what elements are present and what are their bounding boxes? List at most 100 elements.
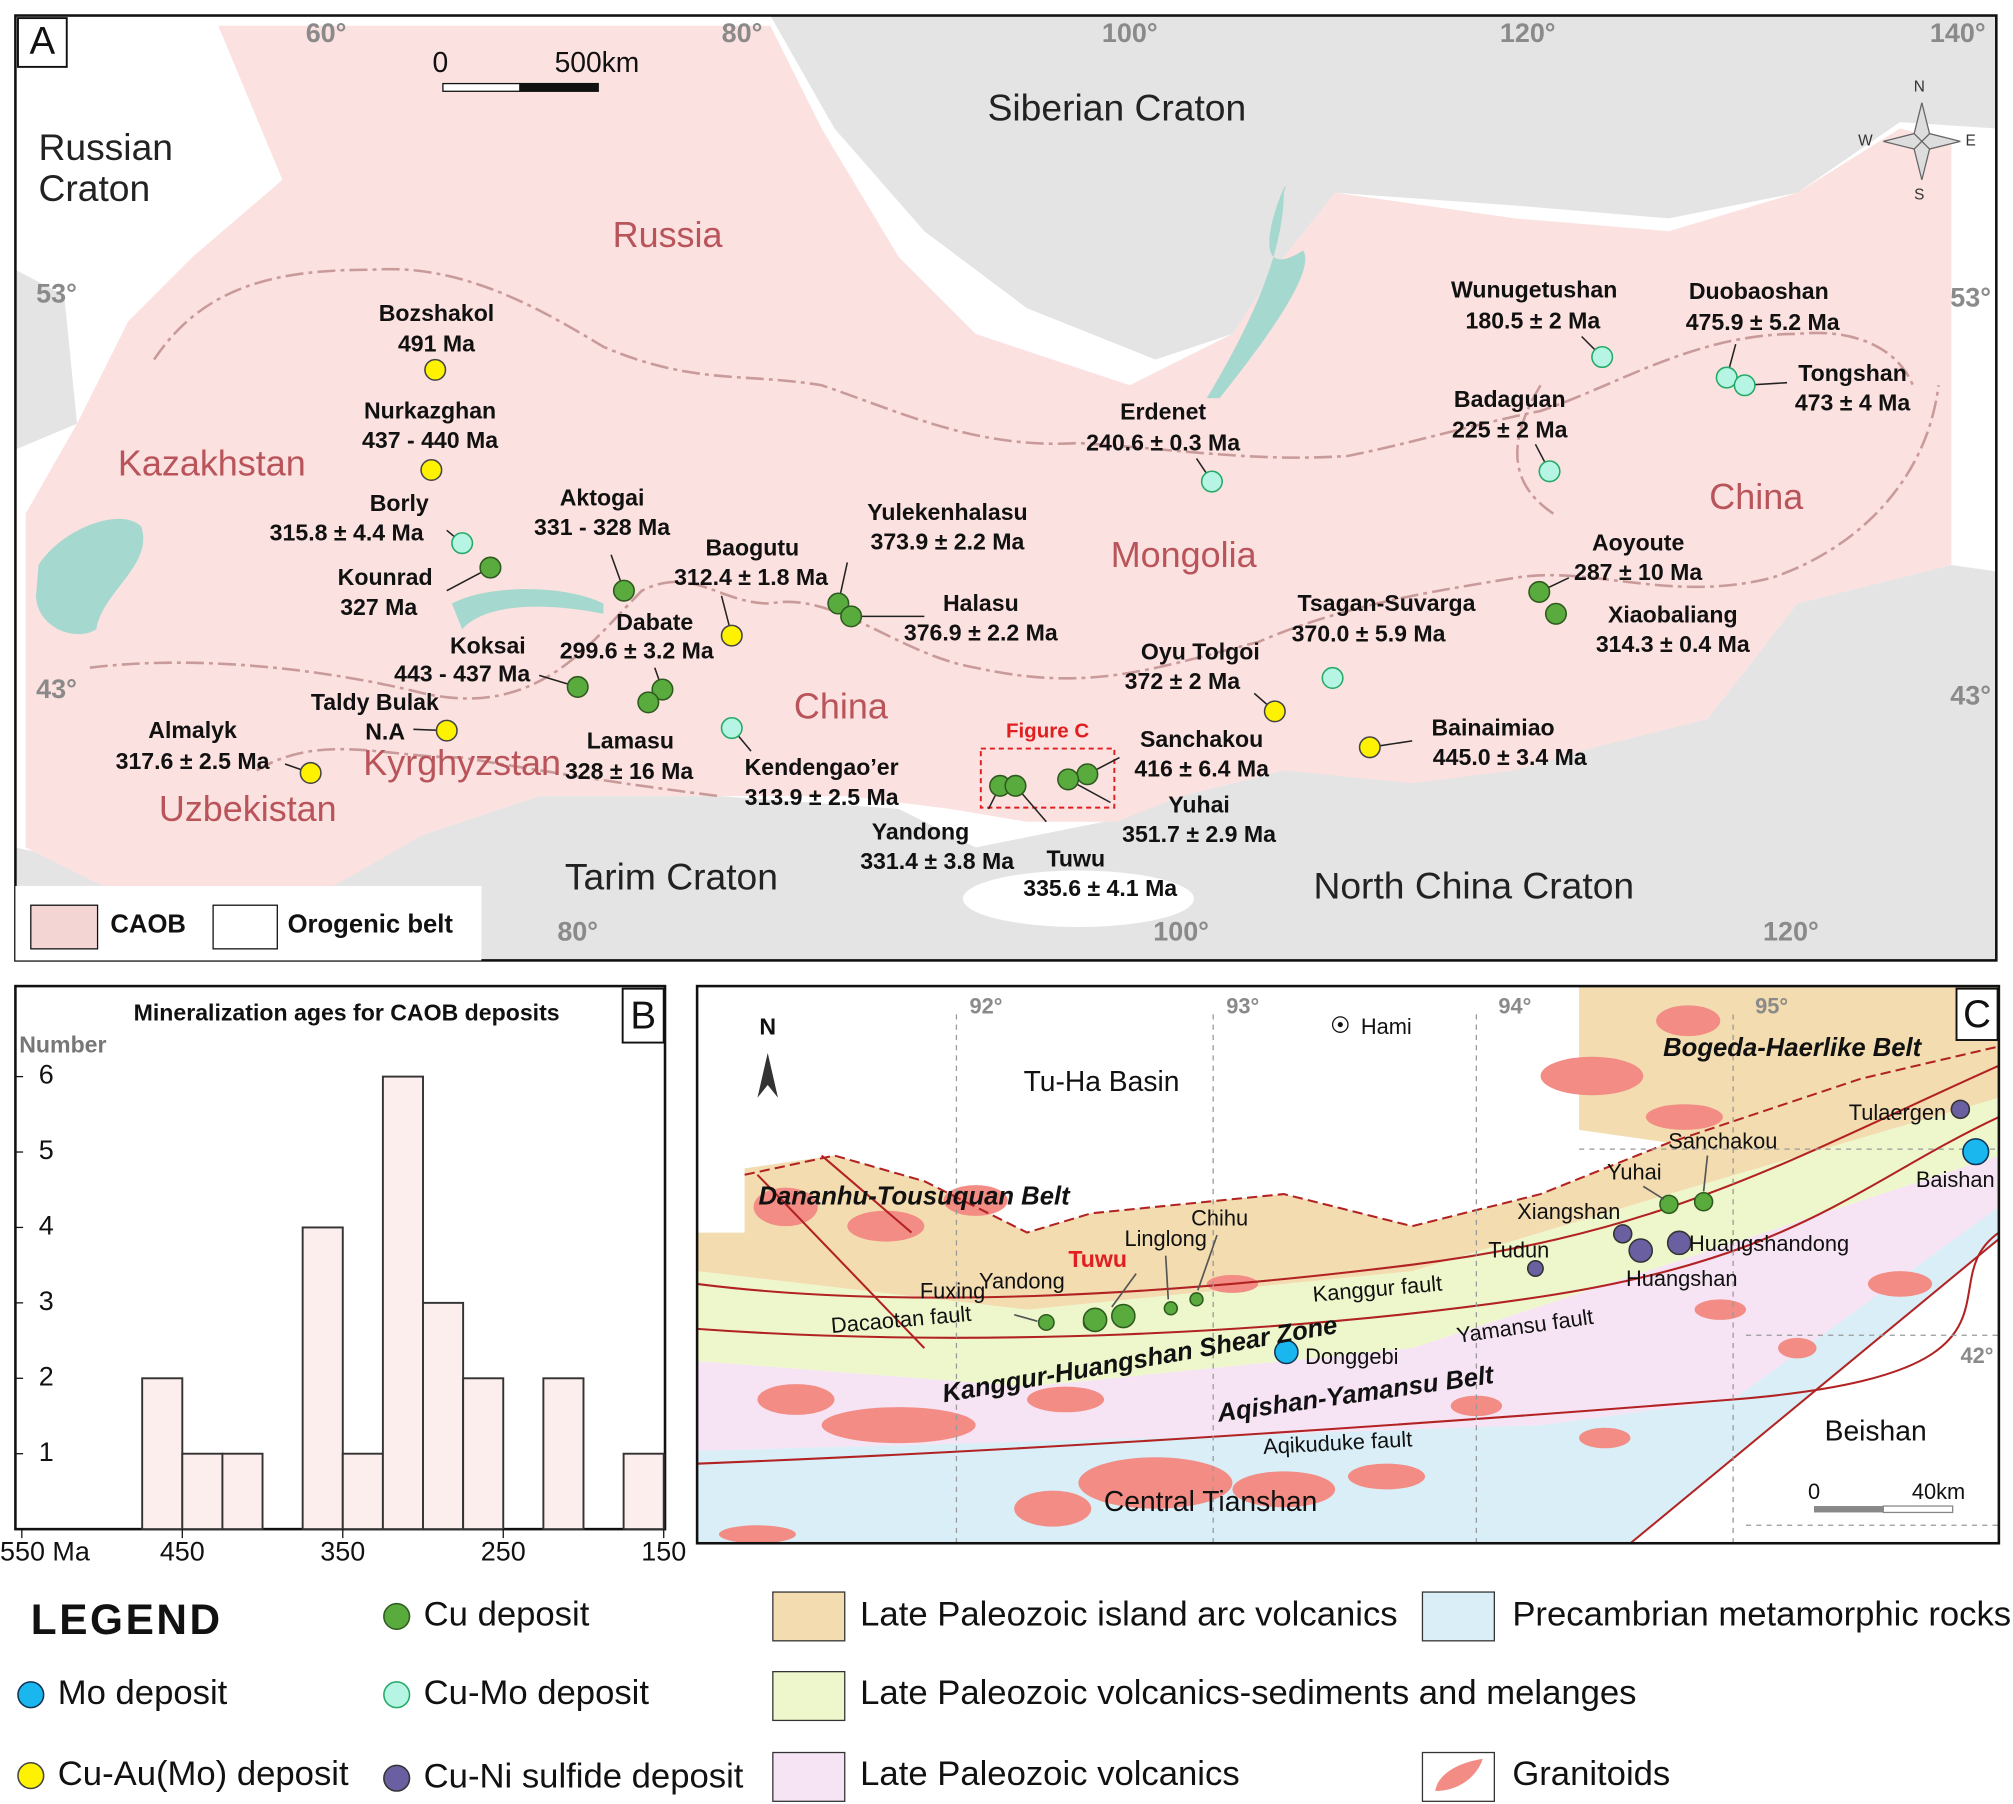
legend-label: Precambrian metamorphic rocks: [1512, 1596, 2011, 1634]
place-label: Yandong: [979, 1268, 1065, 1293]
figure-c-label: Figure C: [1006, 719, 1089, 742]
latitude-label: 42°: [1961, 1343, 1994, 1368]
x-tick-label: 250: [481, 1537, 526, 1567]
granitoid: [1540, 1056, 1644, 1096]
deposit-symbol: [840, 605, 863, 628]
region-label: Uzbekistan: [159, 788, 337, 829]
north-arrow: [757, 1052, 778, 1098]
place-label: Fuxing: [920, 1279, 985, 1304]
legend-title: LEGEND: [31, 1596, 223, 1643]
place-label: Sanchakou: [1668, 1128, 1777, 1153]
deposit-age: 313.9 ± 2.5 Ma: [745, 784, 899, 810]
legend-swatch: [772, 1591, 846, 1642]
x-tick-label: 550 Ma: [0, 1537, 90, 1567]
deposit-symbol: [424, 358, 447, 381]
granitoid: [1347, 1463, 1426, 1490]
deposit-name: Taldy Bulak: [311, 689, 439, 715]
deposit-age: 287 ± 10 Ma: [1574, 559, 1702, 585]
deposit-symbol: [720, 717, 743, 740]
latitude-label: 53°: [1950, 282, 1991, 312]
deposit-age: 335.6 ± 4.1 Ma: [1023, 875, 1177, 901]
legend-label: Late Paleozoic island arc volcanics: [860, 1596, 1397, 1634]
deposit-symbol: [420, 458, 443, 482]
place-label: Huangshandong: [1689, 1231, 1849, 1256]
deposit-age: 373.9 ± 2.2 Ma: [870, 528, 1024, 554]
granitoid: [1867, 1271, 1933, 1297]
deposit-age: N.A: [365, 718, 405, 744]
deposit-symbol: [1321, 666, 1344, 690]
place-label: Xiangshan: [1517, 1199, 1620, 1224]
deposit-symbol: [1693, 1192, 1714, 1212]
scale-bar: [519, 82, 599, 92]
fault: [697, 1231, 2000, 1465]
border-line: [1516, 384, 1555, 515]
granitoid: [943, 1185, 1008, 1216]
deposit-age: 327 Ma: [340, 594, 417, 620]
deposit-name: Aktogai: [560, 485, 645, 511]
place-label: Yuhai: [1607, 1159, 1662, 1184]
scale-label: 0: [432, 46, 448, 78]
deposit-symbol: [383, 1602, 411, 1631]
compass-label: E: [1966, 132, 1976, 149]
scale-label: 40km: [1912, 1479, 1965, 1504]
leader-arrow: [1702, 1155, 1709, 1192]
deposit-age: 314.3 ± 0.4 Ma: [1596, 631, 1750, 657]
histogram-bar: [462, 1377, 505, 1531]
histogram-bar: [341, 1452, 384, 1531]
longitude-label: 94°: [1498, 994, 1531, 1019]
deposit-symbol: [383, 1764, 411, 1792]
legend-label: Mo deposit: [58, 1674, 228, 1712]
granitoid: [757, 1384, 835, 1415]
compass-rose: [1883, 102, 1961, 181]
histogram-bar: [141, 1377, 184, 1531]
deposit-age: 331 - 328 Ma: [534, 514, 670, 540]
legend-swatch: [1421, 1591, 1495, 1642]
deposit-symbol: [1666, 1230, 1692, 1256]
deposit-symbol: [383, 1681, 411, 1709]
place-label: Tu-Ha Basin: [1024, 1065, 1180, 1097]
craton-label: Tarim Craton: [565, 855, 778, 897]
deposit-name: Aoyoute: [1592, 530, 1685, 556]
place-label: Hami: [1361, 1014, 1412, 1039]
granitoid: [821, 1407, 976, 1444]
place-label: Linglong: [1124, 1226, 1206, 1251]
granitoid: [1694, 1299, 1746, 1320]
panel-a-frame: [14, 14, 1998, 962]
longitude-label: 80°: [722, 18, 763, 48]
place-label: Huangshan: [1626, 1266, 1738, 1291]
panel-letter: B: [630, 994, 656, 1037]
deposit-name: Bozshakol: [379, 300, 494, 326]
legend-label: Cu-Ni sulfide deposit: [424, 1757, 744, 1795]
region-label: Mongolia: [1111, 534, 1257, 575]
legend-swatch: [212, 904, 278, 950]
y-tick-label: 1: [39, 1437, 54, 1467]
panel-letter-box: [1955, 987, 1999, 1041]
region-label: Kyrghyzstan: [363, 742, 561, 783]
panel-letter: A: [30, 20, 56, 63]
deposit-name: Wunugetushan: [1451, 277, 1617, 303]
place-label: Donggebi: [1305, 1344, 1398, 1369]
latitude-label: 53°: [36, 279, 77, 309]
deposit-name: Almalyk: [148, 717, 237, 743]
deposit-name: Tongshan: [1798, 360, 1907, 386]
deposit-name: Sanchakou: [1140, 726, 1263, 752]
lake: [451, 589, 604, 630]
deposit-age: 370.0 ± 5.9 Ma: [1292, 621, 1446, 647]
scale-label: 500km: [555, 46, 640, 78]
scale-bar: [1814, 1506, 1884, 1513]
deposit-symbol: [1526, 1260, 1544, 1277]
deposit-symbol: [17, 1762, 45, 1790]
north-label: N: [759, 1014, 776, 1040]
panel-letter-box: [17, 17, 68, 68]
longitude-label: 92°: [969, 994, 1002, 1019]
border-line: [152, 267, 1915, 459]
place-label: Dananhu-Tousuquan Belt: [758, 1183, 1071, 1211]
x-tick-label: 150: [641, 1537, 686, 1567]
deposit-symbol: [612, 579, 635, 602]
deposit-symbol: [1628, 1238, 1654, 1263]
deposit-symbol: [451, 532, 474, 555]
compass: [1883, 102, 1961, 181]
deposit-age: 437 - 440 Ma: [362, 427, 498, 453]
